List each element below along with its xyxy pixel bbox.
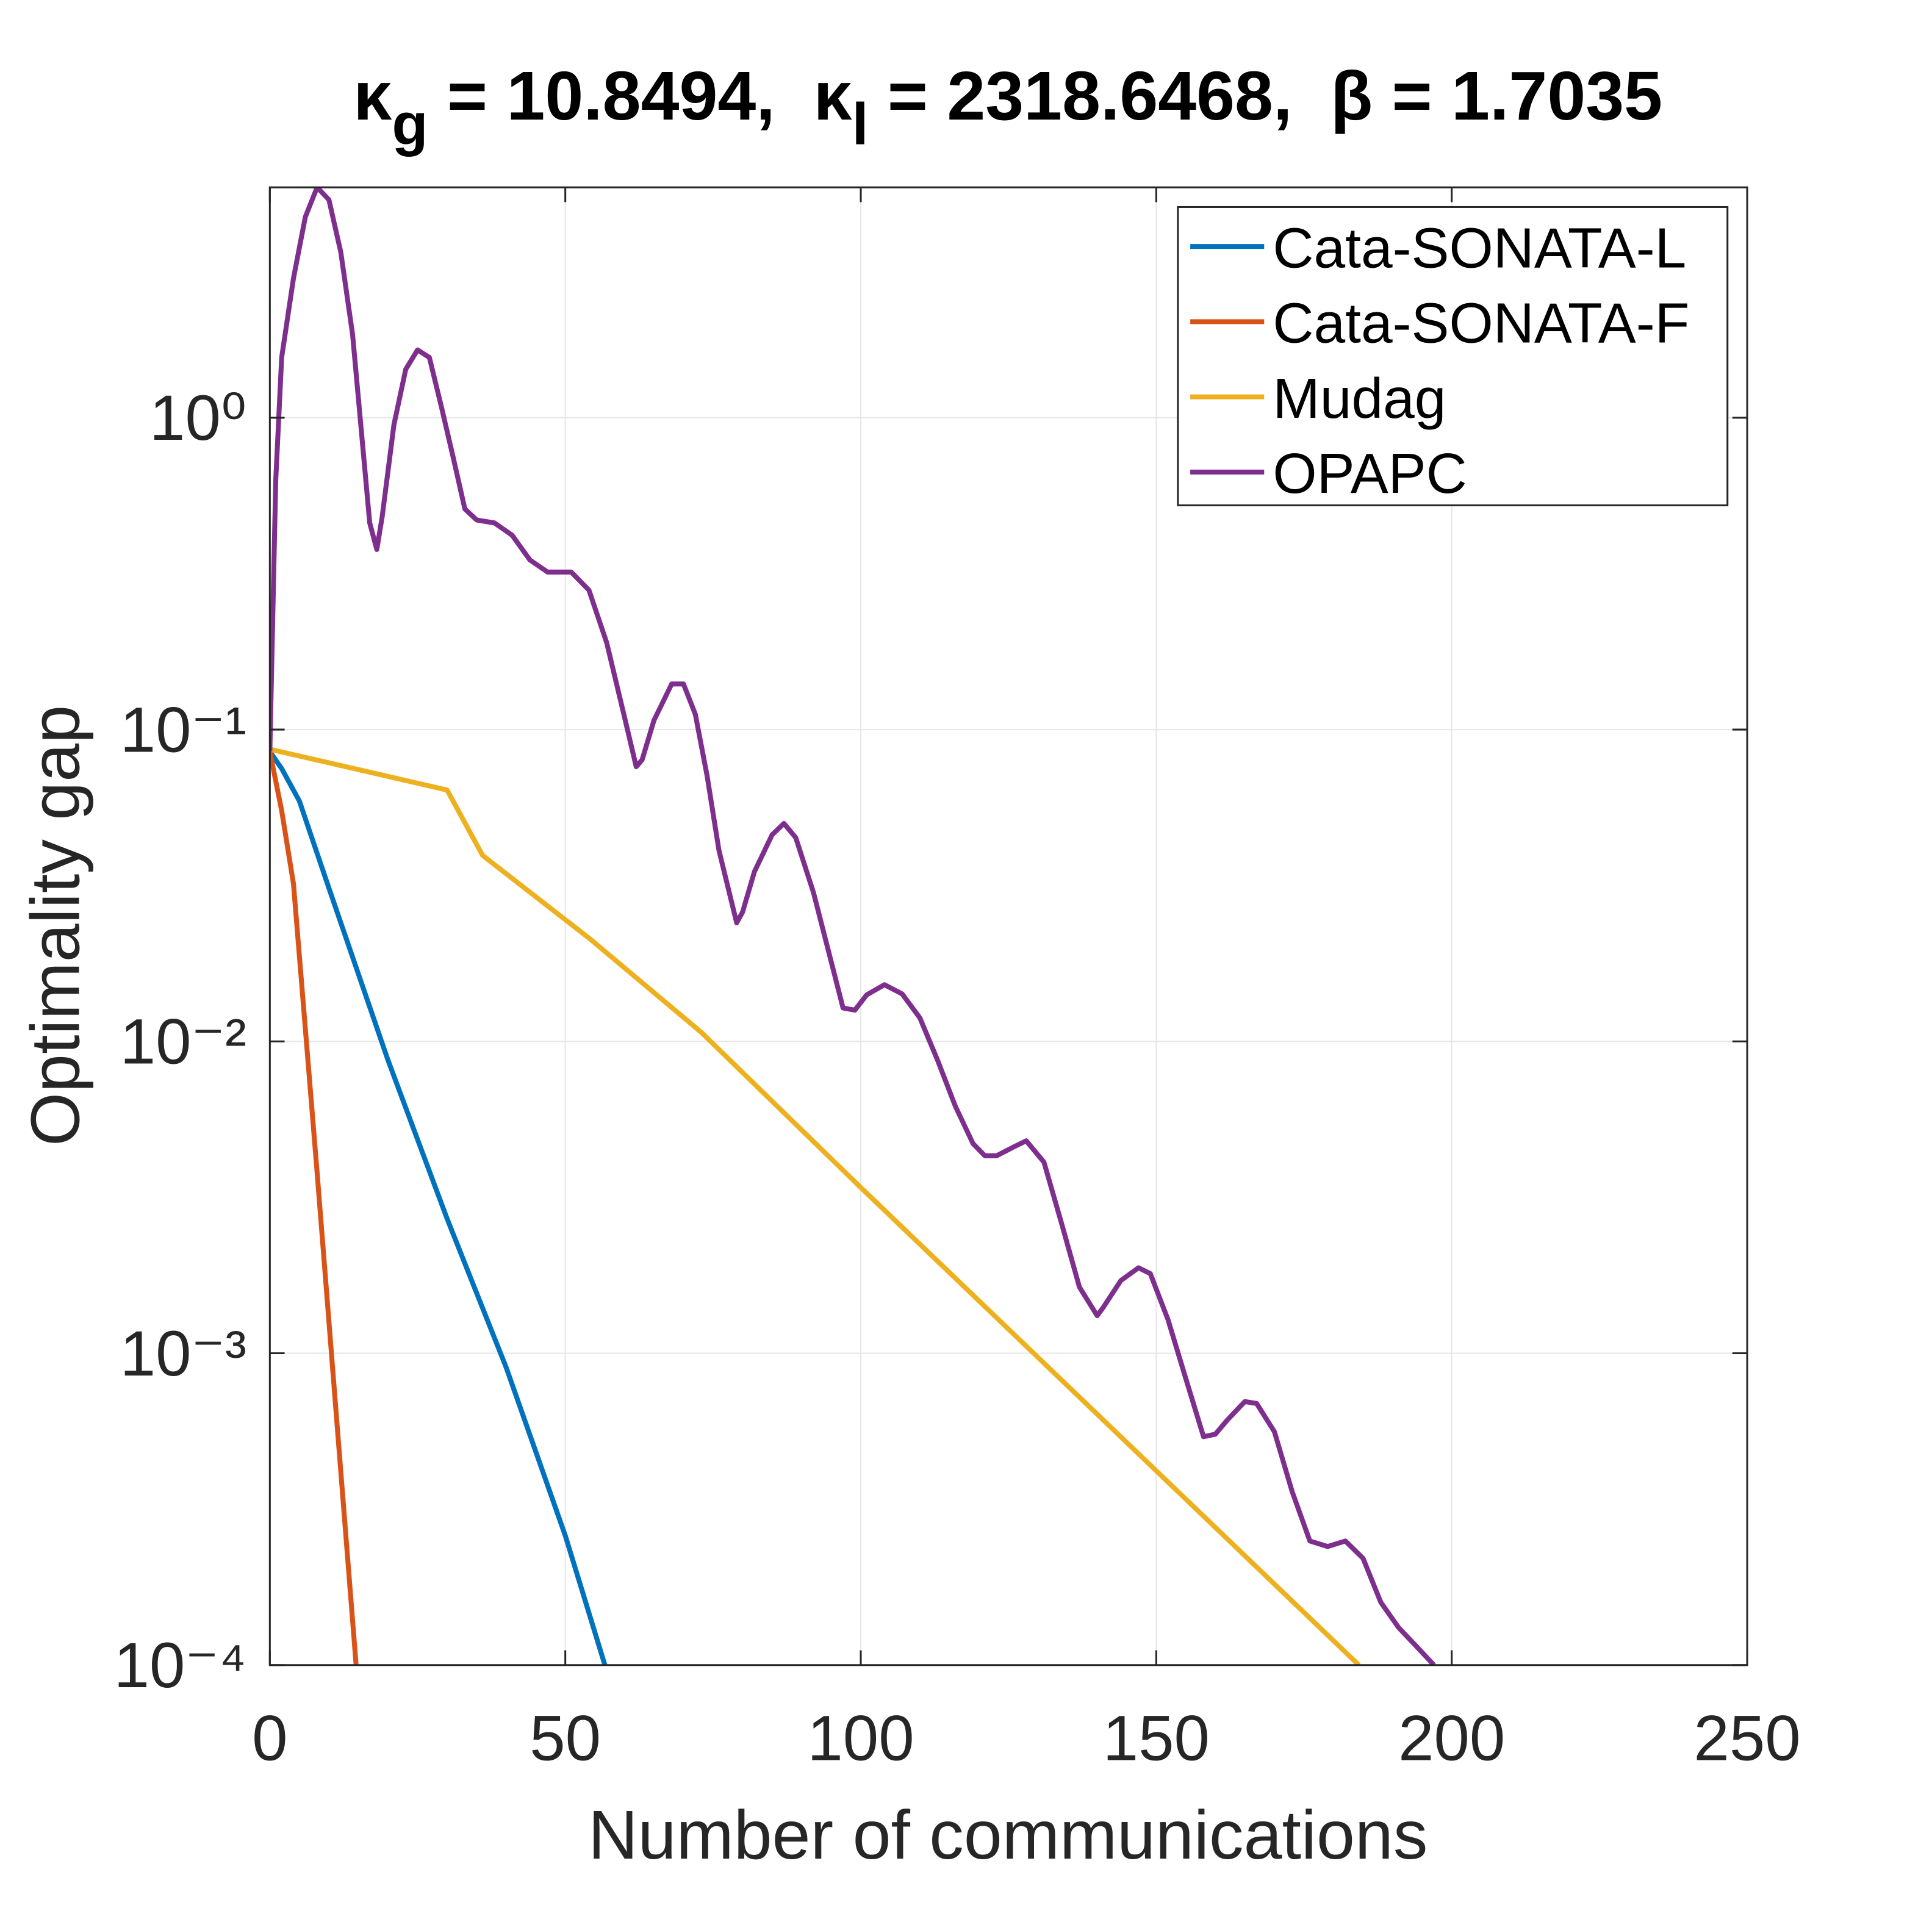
y-tick-label: 10⁰ <box>149 382 246 454</box>
legend-box <box>1177 206 1729 506</box>
x-tick-label: 150 <box>1103 1702 1210 1774</box>
x-tick-label: 100 <box>807 1702 914 1774</box>
x-tick-label: 200 <box>1398 1702 1505 1774</box>
series-line <box>270 747 1361 1665</box>
title-part: κ <box>353 57 392 134</box>
axes-box <box>268 186 1748 1666</box>
legend-label: Cata-SONATA-F <box>1273 292 1689 355</box>
title-part: = 10.8494, <box>428 57 814 134</box>
y-tick-label: 10⁻³ <box>120 1318 246 1390</box>
series-line <box>270 750 608 1665</box>
legend: Cata-SONATA-L Cata-SONATA-F Mudag OPAPC <box>1190 216 1689 505</box>
series-line <box>270 187 1436 1665</box>
x-axis-label: Number of communications <box>588 1796 1427 1873</box>
y-tick-label: 10⁻² <box>120 1006 246 1078</box>
legend-label: Mudag <box>1273 367 1446 430</box>
title-part: κ <box>814 57 853 134</box>
title-part: = 2318.6468, β = 1.7035 <box>869 57 1663 134</box>
legend-label: OPAPC <box>1273 442 1467 505</box>
y-tick-label: 10⁻¹ <box>120 694 246 766</box>
chart-title: κg = 10.8494, κl = 2318.6468, β = 1.7035 <box>353 57 1662 157</box>
series-line <box>270 751 359 1665</box>
x-tick-label: 0 <box>252 1702 287 1774</box>
lines <box>270 187 1436 1665</box>
y-axis-label: Optimality gap <box>16 705 93 1146</box>
title-subscript: l <box>852 90 869 157</box>
legend-label: Cata-SONATA-L <box>1273 216 1686 279</box>
ticks: 0 50 100 150 200 250 10⁻⁴ 10⁻³ 10⁻² 10⁻¹ 10⁰ <box>114 187 1801 1774</box>
x-tick-label: 50 <box>530 1702 601 1774</box>
y-tick-label: 10⁻⁴ <box>114 1630 246 1701</box>
x-tick-label: 250 <box>1693 1702 1800 1774</box>
title-subscript: g <box>392 90 428 157</box>
